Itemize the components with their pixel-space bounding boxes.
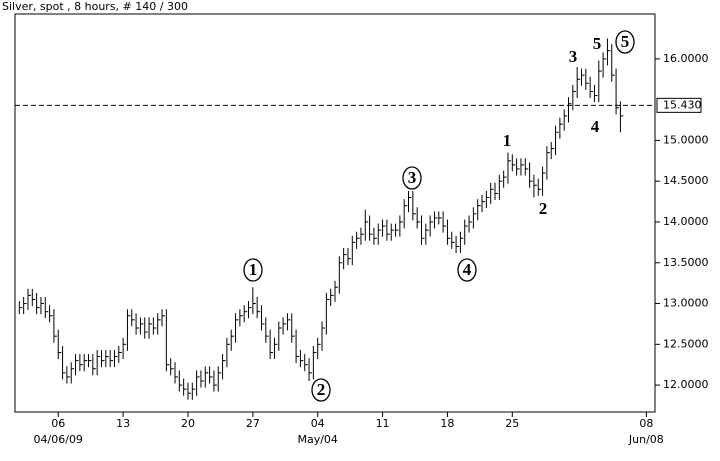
y-tick-label: 15.0000 bbox=[663, 133, 709, 146]
x-tick-label: 06 bbox=[51, 417, 65, 430]
annotation-circle bbox=[615, 30, 635, 54]
annotation: 3 bbox=[569, 47, 578, 66]
x-tick-label: 13 bbox=[116, 417, 130, 430]
annotation: 3 bbox=[408, 168, 417, 187]
x-tick-label: 27 bbox=[246, 417, 260, 430]
annotation: 4 bbox=[591, 117, 600, 136]
annotation-circle bbox=[311, 378, 331, 402]
annotation-circle bbox=[243, 258, 263, 282]
annotation: 5 bbox=[621, 32, 630, 51]
x-tick-label: 20 bbox=[181, 417, 195, 430]
annotation: 5 bbox=[593, 34, 602, 53]
y-tick-label: 14.5000 bbox=[663, 174, 709, 187]
x-tick-label: 04 bbox=[311, 417, 325, 430]
chart-title: Silver, spot , 8 hours, # 140 / 300 bbox=[2, 0, 188, 13]
y-tick-label: 12.0000 bbox=[663, 378, 709, 391]
x-tick-label: 11 bbox=[376, 417, 390, 430]
date-label: Jun/08 bbox=[628, 433, 664, 446]
y-tick-label: 12.5000 bbox=[663, 337, 709, 350]
annotation-circle bbox=[457, 258, 477, 282]
plot-frame bbox=[14, 13, 656, 413]
x-tick-label: 18 bbox=[440, 417, 454, 430]
annotation: 4 bbox=[463, 260, 472, 279]
x-tick-label: 25 bbox=[505, 417, 519, 430]
reference-label-box bbox=[656, 97, 702, 113]
y-tick-label: 13.5000 bbox=[663, 256, 709, 269]
annotation: 1 bbox=[249, 260, 258, 279]
date-label: May/04 bbox=[297, 433, 337, 446]
x-tick-label: 08 bbox=[639, 417, 653, 430]
y-tick-label: 14.0000 bbox=[663, 215, 709, 228]
annotation: 2 bbox=[317, 380, 326, 399]
annotation: 1 bbox=[503, 131, 512, 150]
y-tick-label: 16.0000 bbox=[663, 52, 709, 65]
annotation: 2 bbox=[539, 199, 548, 218]
reference-label: 15.430 bbox=[663, 98, 702, 111]
annotation-circle bbox=[402, 166, 422, 190]
y-tick-label: 13.0000 bbox=[663, 297, 709, 310]
date-label: 04/06/09 bbox=[34, 433, 83, 446]
